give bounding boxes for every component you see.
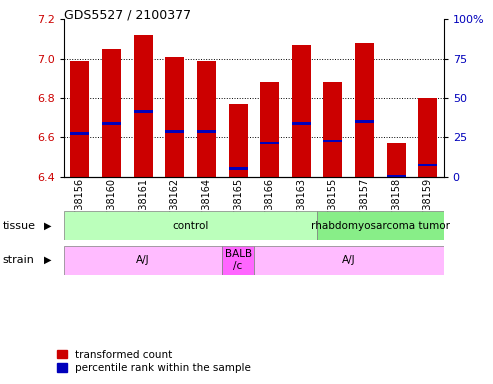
Bar — [134, 111, 153, 113]
Bar — [260, 82, 279, 177]
Bar — [165, 130, 184, 132]
Bar — [323, 82, 343, 177]
Text: GDS5527 / 2100377: GDS5527 / 2100377 — [64, 8, 191, 22]
Bar — [260, 142, 279, 144]
Bar — [292, 122, 311, 125]
Text: A/J: A/J — [342, 255, 355, 265]
Text: strain: strain — [2, 255, 35, 265]
Bar — [165, 56, 184, 177]
Bar — [355, 43, 374, 177]
Bar — [317, 211, 444, 240]
Bar — [70, 61, 89, 177]
Bar — [134, 35, 153, 177]
Text: BALB
/c: BALB /c — [224, 249, 251, 271]
Text: control: control — [173, 220, 209, 231]
Bar — [64, 246, 222, 275]
Text: ▶: ▶ — [44, 255, 52, 265]
Bar — [355, 120, 374, 123]
Bar — [102, 122, 121, 125]
Bar — [419, 98, 437, 177]
Bar — [229, 167, 247, 170]
Bar — [254, 246, 444, 275]
Bar — [64, 211, 317, 240]
Bar — [70, 132, 89, 135]
Bar — [102, 49, 121, 177]
Bar — [323, 140, 343, 142]
Legend: transformed count, percentile rank within the sample: transformed count, percentile rank withi… — [55, 348, 253, 375]
Text: rhabdomyosarcoma tumor: rhabdomyosarcoma tumor — [311, 220, 450, 231]
Text: tissue: tissue — [2, 220, 35, 231]
Bar — [387, 175, 406, 178]
Bar — [229, 104, 247, 177]
Bar — [419, 164, 437, 166]
Bar — [222, 246, 254, 275]
Bar — [197, 130, 216, 132]
Bar — [292, 45, 311, 177]
Bar — [197, 61, 216, 177]
Text: A/J: A/J — [137, 255, 150, 265]
Text: ▶: ▶ — [44, 220, 52, 231]
Bar — [387, 143, 406, 177]
